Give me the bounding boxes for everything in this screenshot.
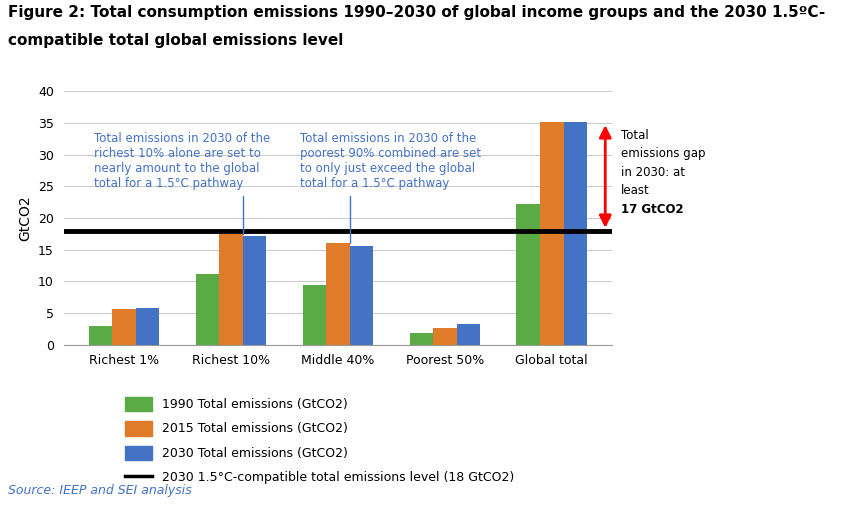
- Text: Total emissions in 2030 of the
poorest 90% combined are set
to only just exceed : Total emissions in 2030 of the poorest 9…: [300, 132, 482, 243]
- Bar: [564, 122, 587, 345]
- Text: Total emissions in 2030 of the
richest 10% alone are set to
nearly amount to the: Total emissions in 2030 of the richest 1…: [94, 132, 270, 234]
- Bar: [303, 284, 326, 345]
- Bar: [517, 204, 540, 345]
- Bar: [456, 324, 480, 345]
- Text: Figure 2: Total consumption emissions 1990–2030 of global income groups and the : Figure 2: Total consumption emissions 19…: [8, 5, 825, 20]
- Bar: [112, 309, 136, 345]
- Bar: [326, 243, 349, 345]
- Bar: [433, 328, 456, 345]
- Bar: [540, 122, 564, 345]
- Bar: [88, 325, 112, 345]
- Text: least: least: [621, 184, 650, 197]
- Bar: [410, 334, 433, 345]
- Bar: [219, 234, 243, 345]
- Text: Source: IEEP and SEI analysis: Source: IEEP and SEI analysis: [8, 484, 192, 497]
- Text: in 2030: at: in 2030: at: [621, 166, 685, 178]
- Bar: [136, 308, 159, 345]
- Legend: 1990 Total emissions (GtCO2), 2015 Total emissions (GtCO2), 2030 Total emissions: 1990 Total emissions (GtCO2), 2015 Total…: [125, 396, 514, 484]
- Text: compatible total global emissions level: compatible total global emissions level: [8, 33, 344, 48]
- Text: emissions gap: emissions gap: [621, 147, 706, 160]
- Text: 17 GtCO2: 17 GtCO2: [621, 202, 684, 215]
- Bar: [196, 274, 219, 345]
- Bar: [243, 236, 266, 345]
- Bar: [349, 246, 373, 345]
- Text: Total: Total: [621, 129, 649, 142]
- Y-axis label: GtCO2: GtCO2: [19, 195, 32, 241]
